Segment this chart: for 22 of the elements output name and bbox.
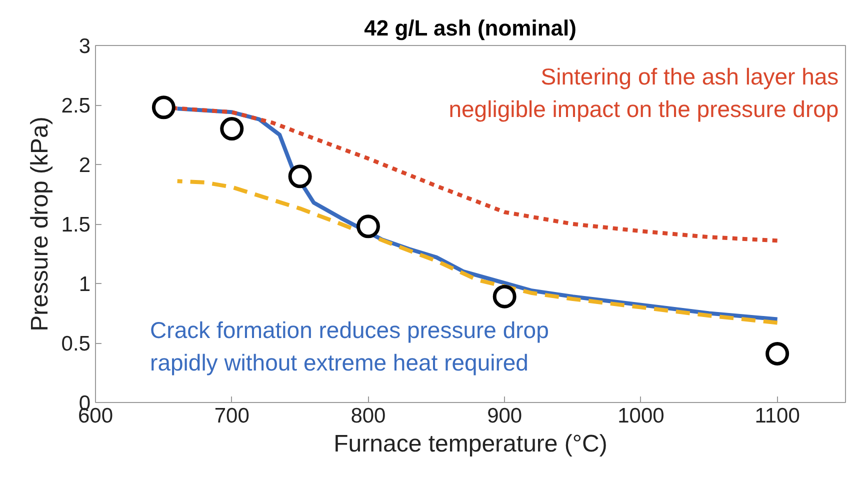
x-tick-label: 900: [487, 404, 522, 428]
point: [152, 96, 176, 120]
x-tick-label: 700: [214, 404, 250, 428]
x-tick-label: 800: [350, 404, 386, 428]
y-tick-label: 1.5: [61, 214, 91, 236]
point: [220, 117, 244, 141]
x-tick-label: 1100: [754, 404, 800, 428]
y-tick-label: 2: [78, 154, 91, 177]
annotation: Sintering of the ash layer has negligible impact on the pressure drop: [448, 63, 839, 122]
point: [356, 214, 380, 238]
y-tick-label: 2.5: [61, 94, 91, 118]
annotation: Crack formation reduces pressure drop rapidly without extreme heat required: [150, 316, 549, 376]
point: [288, 164, 312, 188]
x-tick-label: 1000: [618, 404, 664, 428]
point: [492, 284, 516, 308]
y-tick-label: 0.5: [61, 332, 91, 356]
x-axis-title: Furnace temperature (°C): [334, 430, 608, 458]
chart-title: 42 g/L ash (nominal): [364, 16, 576, 40]
point: [766, 342, 790, 366]
y-tick-label: 3: [78, 35, 91, 58]
y-tick-label: 1: [78, 273, 91, 296]
y-axis-title: Pressure drop (kPa): [26, 116, 54, 332]
